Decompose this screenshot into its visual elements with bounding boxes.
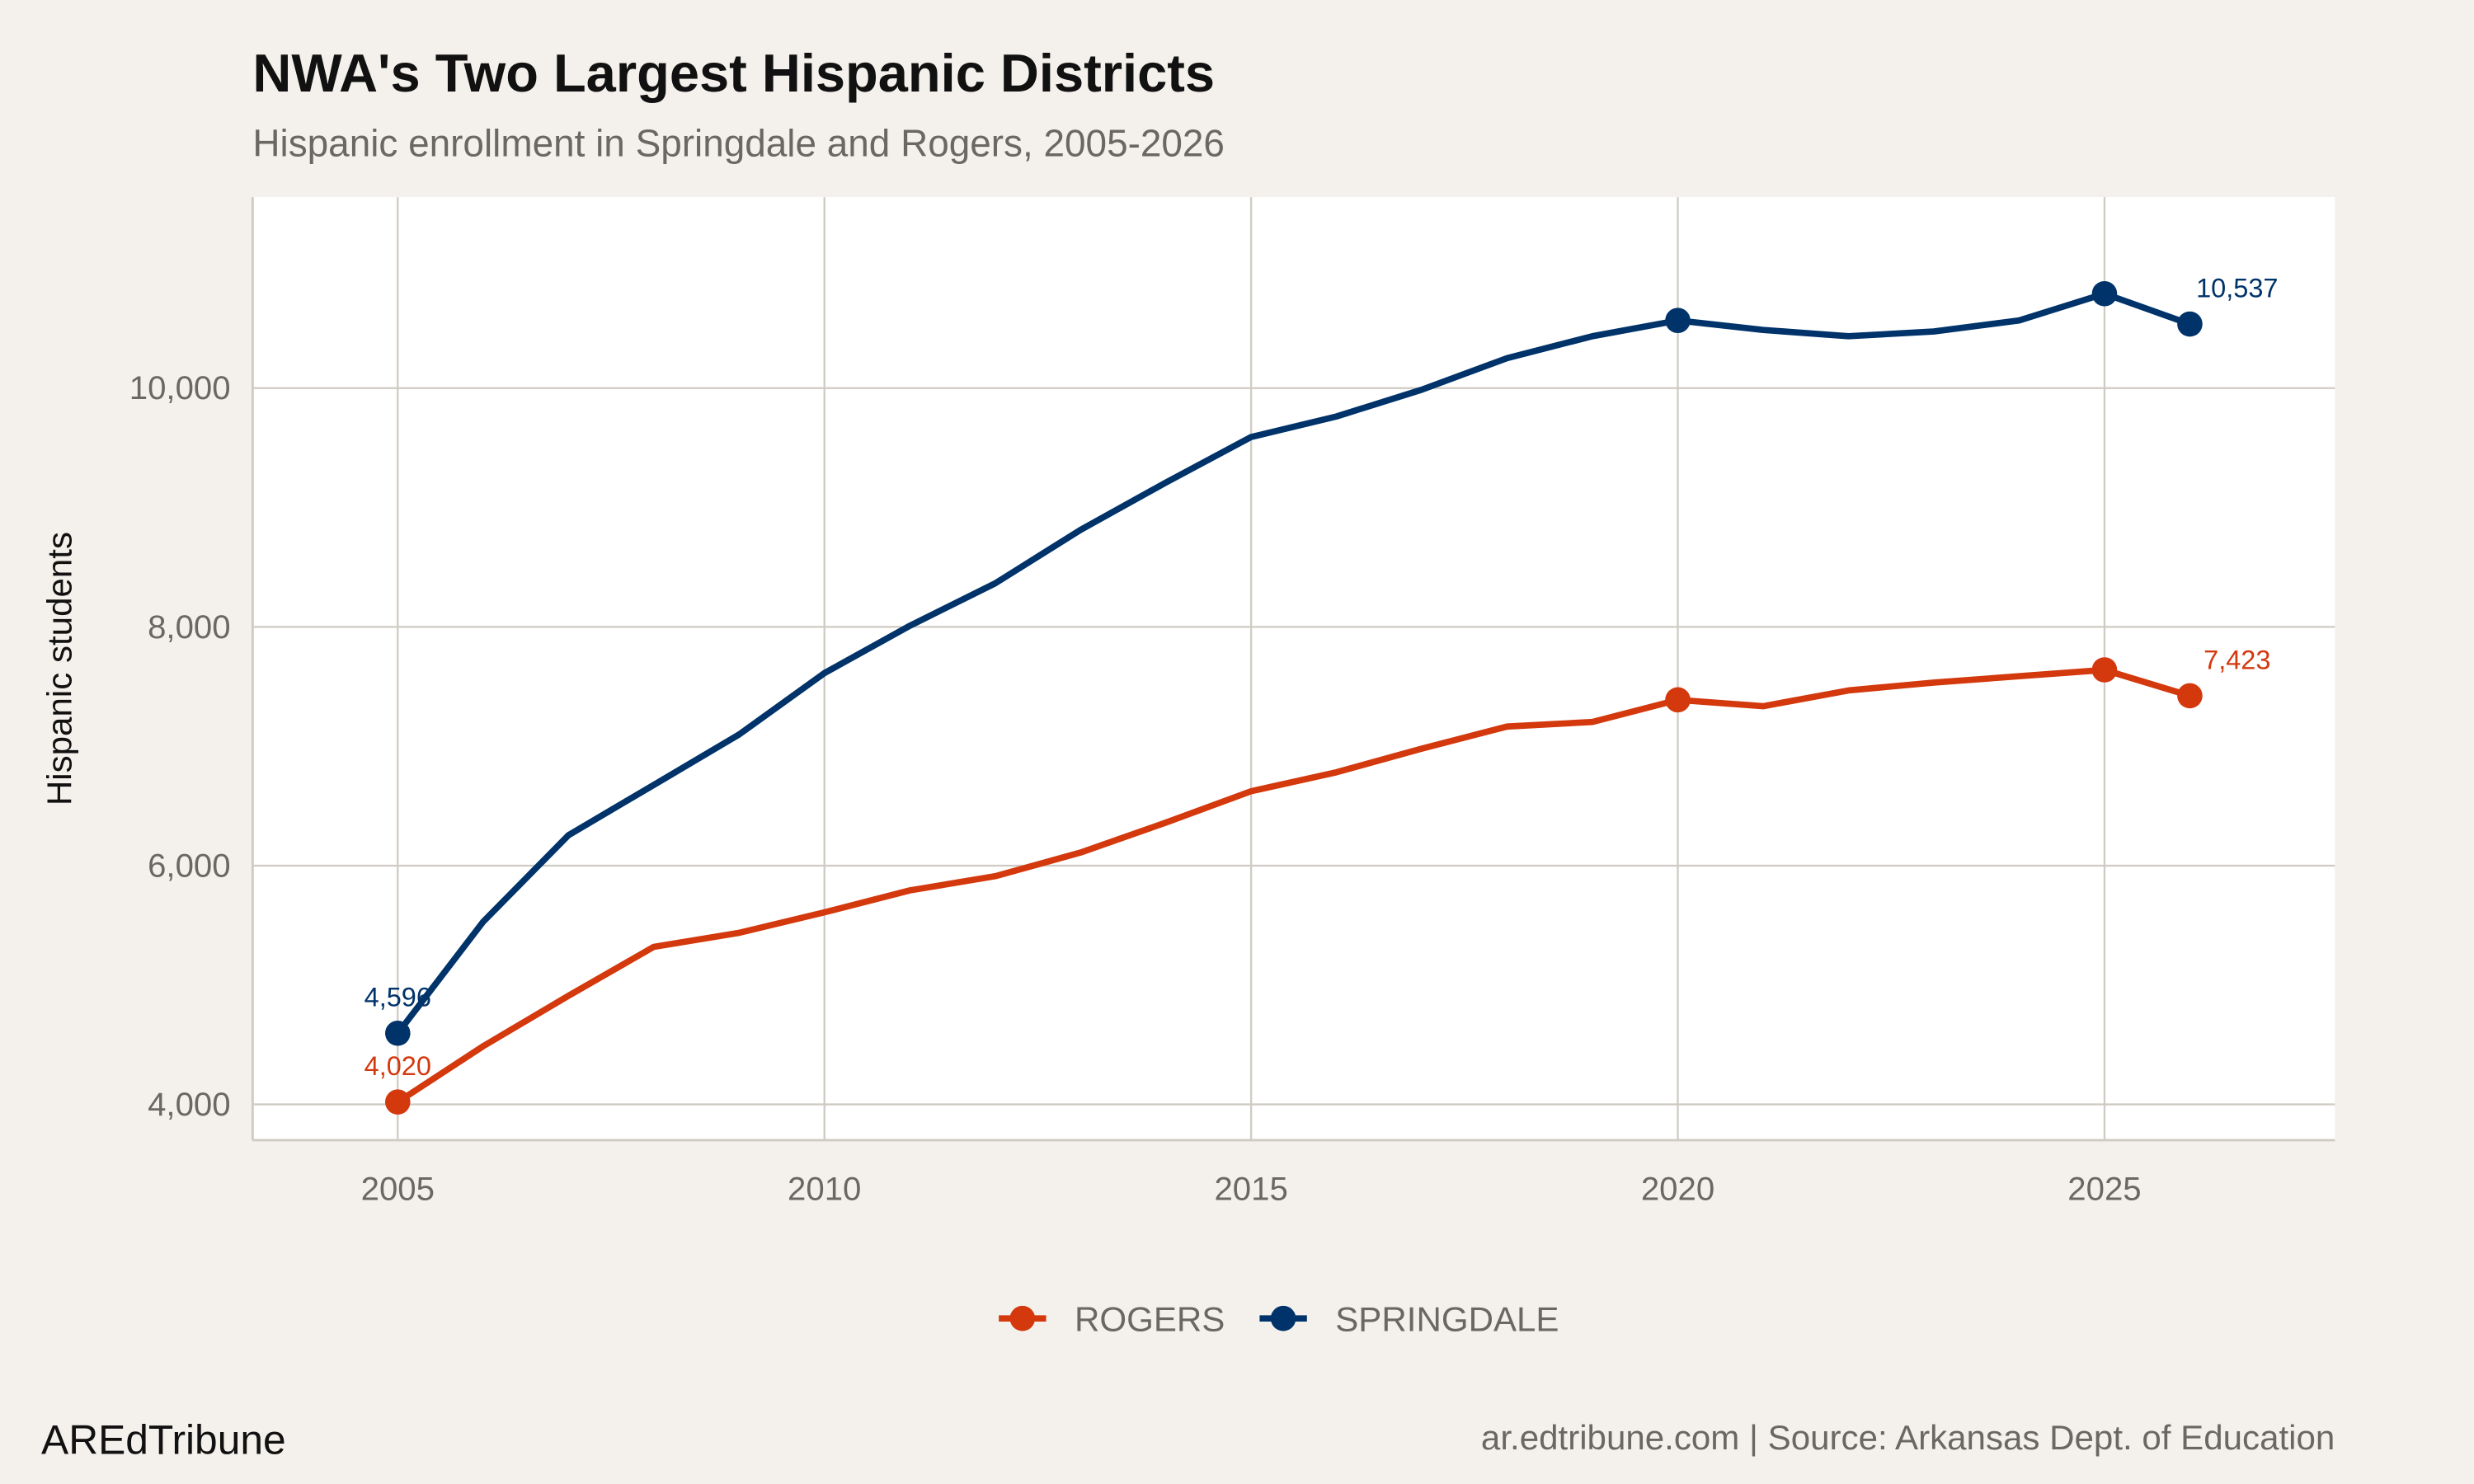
data-label-springdale: 10,537: [2196, 274, 2278, 303]
x-tick-label: 2005: [361, 1171, 435, 1208]
series-line-springdale: [395, 290, 2191, 1036]
point-springdale-2026: [2177, 311, 2203, 337]
y-tick-label: 10,000: [129, 369, 231, 406]
point-rogers-2026: [2177, 683, 2203, 709]
legend-label-springdale: SPRINGDALE: [1335, 1299, 1559, 1338]
y-axis-label: Hispanic students: [40, 532, 78, 805]
point-springdale-2025: [2091, 280, 2118, 307]
x-tick-label: 2015: [1214, 1171, 1287, 1208]
series-group: 4,020 7,423 4,596 10,537: [365, 274, 2279, 1115]
plot-panel: [252, 197, 2335, 1140]
y-tick-label: 6,000: [148, 847, 231, 884]
legend-key-point-rogers: [1009, 1305, 1036, 1331]
y-tick-label: 4,000: [148, 1086, 231, 1123]
point-springdale-2020: [1665, 308, 1691, 333]
brand-caption: AREdTribune: [41, 1417, 286, 1463]
x-tick-label: 2010: [788, 1171, 861, 1208]
tick-labels: 2005 2010 2015 2020 2025 4,000 6,000 8,000 10,00…: [129, 369, 2142, 1208]
y-tick-label: 8,000: [148, 608, 231, 646]
x-tick-label: 2020: [1641, 1171, 1714, 1208]
source-caption: ar.edtribune.com | Source: Arkansas Dept…: [1481, 1418, 2335, 1457]
chart-subtitle: Hispanic enrollment in Springdale and Ro…: [252, 121, 1225, 164]
data-label-rogers: 7,423: [2204, 645, 2270, 674]
point-rogers-2025: [2091, 657, 2118, 683]
point-rogers-2020: [1665, 687, 1691, 713]
data-label-rogers: 4,020: [365, 1051, 431, 1081]
gridlines: [252, 197, 2335, 1140]
legend-label-rogers: ROGERS: [1075, 1299, 1225, 1338]
legend-key-point-springdale: [1270, 1305, 1296, 1331]
legend: ROGERS SPRINGDALE: [999, 1299, 1559, 1338]
data-label-springdale: 4,596: [365, 983, 431, 1012]
point-rogers-2005: [384, 1089, 411, 1115]
x-tick-label: 2025: [2067, 1171, 2141, 1208]
point-springdale-2005: [384, 1020, 411, 1046]
chart-title: NWA's Two Largest Hispanic Districts: [252, 43, 1215, 103]
series-line-rogers: [396, 666, 2191, 1105]
